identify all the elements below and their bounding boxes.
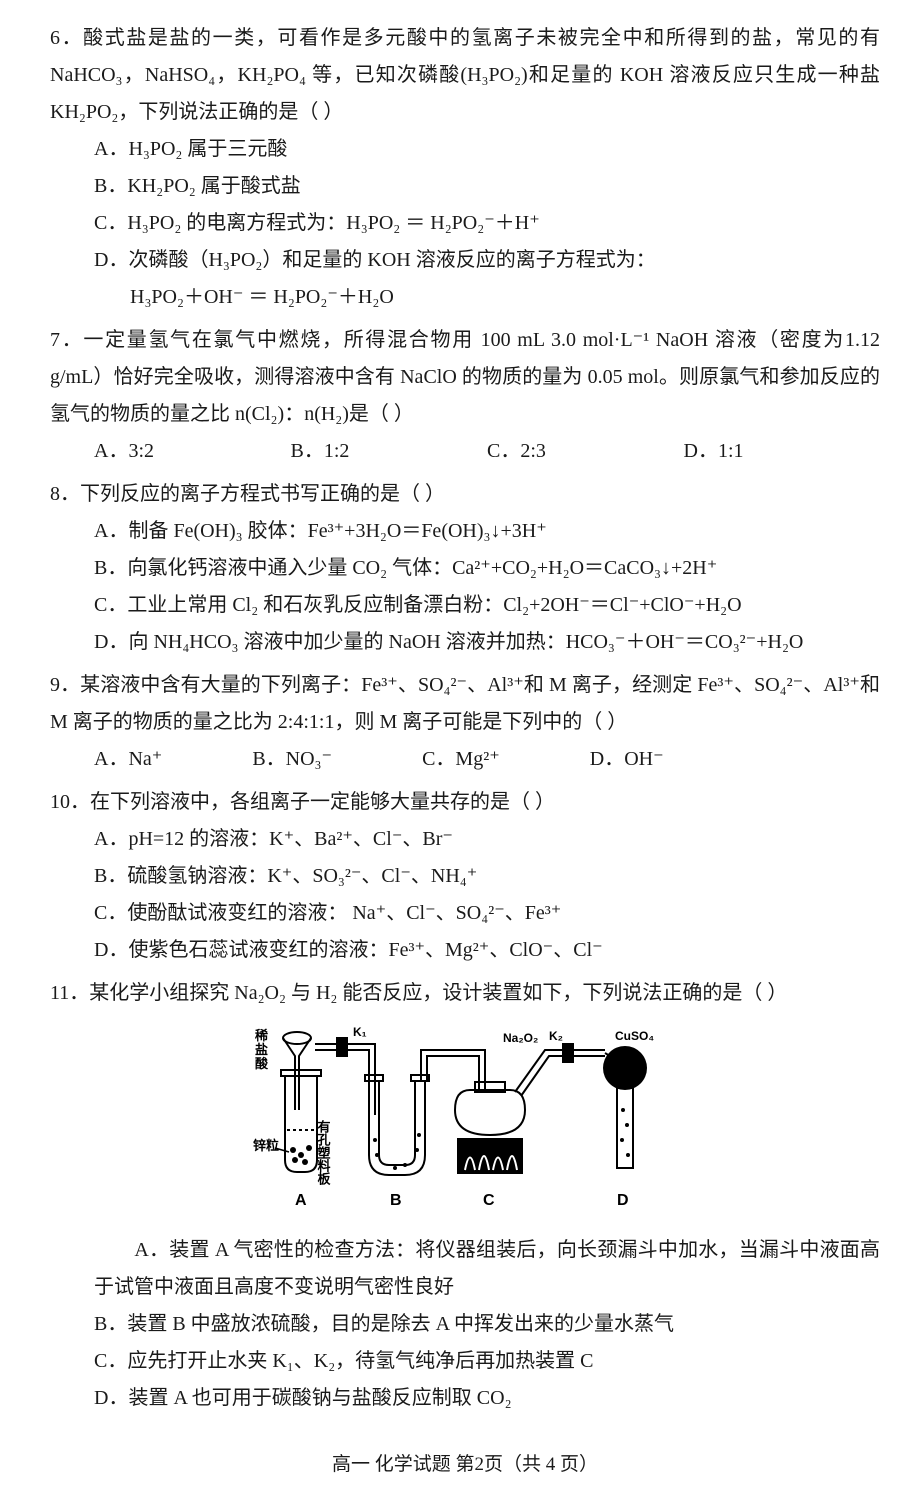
q6-opt-d-extra: H₃PO₂＋OH⁻ ＝ H₂PO₂⁻＋H₂O <box>50 279 880 316</box>
svg-text:盐: 盐 <box>255 1042 268 1057</box>
q6-stem: 6．酸式盐是盐的一类，可看作是多元酸中的氢离子未被完全中和所得到的盐，常见的有 … <box>50 20 880 131</box>
q9-opt-a: A．Na⁺ <box>94 741 162 778</box>
svg-text:酸: 酸 <box>255 1056 269 1071</box>
question-7: 7．一定量氢气在氯气中燃烧，所得混合物用 100 mL 3.0 mol·L⁻¹ … <box>50 322 880 470</box>
q6-opt-d: D．次磷酸（H₃PO₂）和足量的 KOH 溶液反应的离子方程式为： <box>94 242 880 279</box>
panel-a: A <box>295 1192 307 1209</box>
q7-opt-d: D．1:1 <box>684 433 881 470</box>
q11-opt-a: A．装置 A 气密性的检查方法：将仪器组装后，向长颈漏斗中加水，当漏斗中液面高于… <box>50 1232 880 1306</box>
q11-diagram: 稀 盐 酸 K₁ <box>50 1020 880 1220</box>
q10-stem: 10．在下列溶液中，各组离子一定能够大量共存的是（ ） <box>50 784 880 821</box>
question-11: 11．某化学小组探究 Na₂O₂ 与 H₂ 能否反应，设计装置如下，下列说法正确… <box>50 975 880 1417</box>
q8-opt-d: D．向 NH₄HCO₃ 溶液中加少量的 NaOH 溶液并加热：HCO₃⁻＋OH⁻… <box>94 624 880 661</box>
label-na2o2: Na₂O₂ <box>503 1031 538 1045</box>
q9-options: A．Na⁺ B．NO₃⁻ C．Mg²⁺ D．OH⁻ <box>50 741 880 778</box>
q8-opt-c: C．工业上常用 Cl₂ 和石灰乳反应制备漂白粉：Cl₂+2OH⁻＝Cl⁻+ClO… <box>94 587 880 624</box>
q11-opt-c: C．应先打开止水夹 K₁、K₂，待氢气纯净后再加热装置 C <box>50 1343 880 1380</box>
q7-opt-c: C．2:3 <box>487 433 684 470</box>
q8-stem: 8．下列反应的离子方程式书写正确的是（ ） <box>50 476 880 513</box>
page-footer: 高一 化学试题 第2页（共 4 页） <box>50 1447 880 1482</box>
q7-options: A．3:2 B．1:2 C．2:3 D．1:1 <box>50 433 880 470</box>
q10-options: A．pH=12 的溶液：K⁺、Ba²⁺、Cl⁻、Br⁻ B．硫酸氢钠溶液：K⁺、… <box>50 821 880 969</box>
label-k2: K₂ <box>549 1029 563 1043</box>
q6-opt-a: A．H₃PO₂ 属于三元酸 <box>94 131 880 168</box>
q8-opt-b: B．向氯化钙溶液中通入少量 CO₂ 气体：Ca²⁺+CO₂+H₂O＝CaCO₃↓… <box>94 550 880 587</box>
q9-opt-c: C．Mg²⁺ <box>422 741 500 778</box>
q6-options: A．H₃PO₂ 属于三元酸 B．KH₂PO₂ 属于酸式盐 C．H₃PO₂ 的电离… <box>50 131 880 279</box>
q11-opt-d: D．装置 A 也可用于碳酸钠与盐酸反应制取 CO₂ <box>50 1380 880 1417</box>
label-plate: 有孔塑料板 <box>316 1119 331 1186</box>
question-6: 6．酸式盐是盐的一类，可看作是多元酸中的氢离子未被完全中和所得到的盐，常见的有 … <box>50 20 880 316</box>
q10-opt-b: B．硫酸氢钠溶液：K⁺、SO₃²⁻、Cl⁻、NH₄⁺ <box>94 858 880 895</box>
q10-opt-d: D．使紫色石蕊试液变红的溶液：Fe³⁺、Mg²⁺、ClO⁻、Cl⁻ <box>94 932 880 969</box>
question-9: 9．某溶液中含有大量的下列离子：Fe³⁺、SO₄²⁻、Al³⁺和 M 离子，经测… <box>50 667 880 778</box>
q8-options: A．制备 Fe(OH)₃ 胶体：Fe³⁺+3H₂O＝Fe(OH)₃↓+3H⁺ B… <box>50 513 880 661</box>
q9-opt-b: B．NO₃⁻ <box>252 741 332 778</box>
q11-stem: 11．某化学小组探究 Na₂O₂ 与 H₂ 能否反应，设计装置如下，下列说法正确… <box>50 975 880 1012</box>
q6-opt-c: C．H₃PO₂ 的电离方程式为：H₃PO₂ ＝ H₂PO₂⁻＋H⁺ <box>94 205 880 242</box>
q11-opt-b: B．装置 B 中盛放浓硫酸，目的是除去 A 中挥发出来的少量水蒸气 <box>50 1306 880 1343</box>
q6-opt-b: B．KH₂PO₂ 属于酸式盐 <box>94 168 880 205</box>
panel-b: B <box>390 1192 402 1209</box>
q7-opt-a: A．3:2 <box>94 433 291 470</box>
panel-c: C <box>483 1192 495 1209</box>
q10-opt-c: C．使酚酞试液变红的溶液： Na⁺、Cl⁻、SO₄²⁻、Fe³⁺ <box>94 895 880 932</box>
question-8: 8．下列反应的离子方程式书写正确的是（ ） A．制备 Fe(OH)₃ 胶体：Fe… <box>50 476 880 661</box>
label-k1: K₁ <box>353 1025 367 1039</box>
label-dilute-hcl: 稀 <box>255 1028 268 1043</box>
q9-opt-d: D．OH⁻ <box>590 741 664 778</box>
question-10: 10．在下列溶液中，各组离子一定能够大量共存的是（ ） A．pH=12 的溶液：… <box>50 784 880 969</box>
q9-stem: 9．某溶液中含有大量的下列离子：Fe³⁺、SO₄²⁻、Al³⁺和 M 离子，经测… <box>50 667 880 741</box>
panel-d: D <box>617 1192 629 1209</box>
label-zinc: 锌粒 <box>253 1138 279 1153</box>
q10-opt-a: A．pH=12 的溶液：K⁺、Ba²⁺、Cl⁻、Br⁻ <box>94 821 880 858</box>
q7-opt-b: B．1:2 <box>291 433 488 470</box>
q11-options: A．装置 A 气密性的检查方法：将仪器组装后，向长颈漏斗中加水，当漏斗中液面高于… <box>50 1232 880 1417</box>
q8-opt-a: A．制备 Fe(OH)₃ 胶体：Fe³⁺+3H₂O＝Fe(OH)₃↓+3H⁺ <box>94 513 880 550</box>
q7-stem: 7．一定量氢气在氯气中燃烧，所得混合物用 100 mL 3.0 mol·L⁻¹ … <box>50 322 880 433</box>
label-cuso4: CuSO₄ <box>615 1029 654 1043</box>
